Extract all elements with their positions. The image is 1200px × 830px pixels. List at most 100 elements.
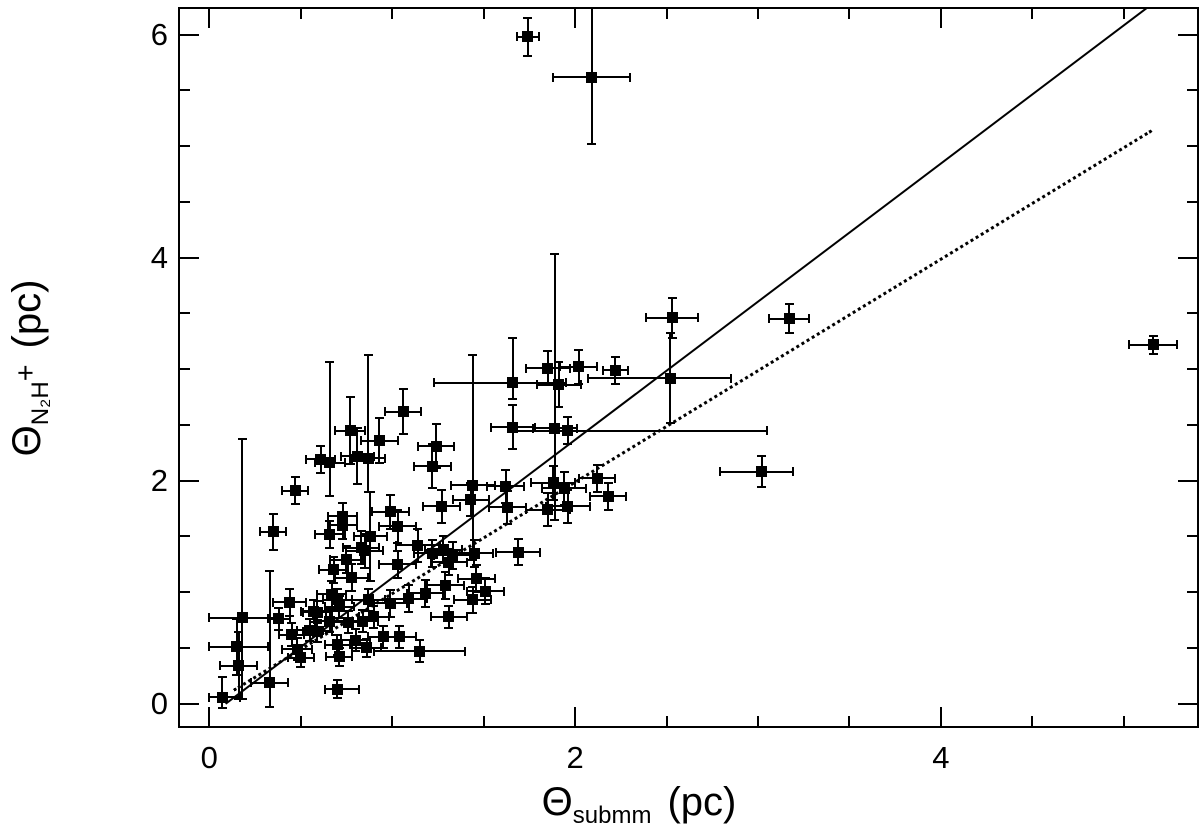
- data-point: [315, 453, 327, 465]
- y-error-cap: [438, 535, 448, 538]
- y-error-cap: [287, 622, 297, 625]
- x-error-cap: [323, 602, 326, 612]
- y-error-cap: [444, 574, 454, 577]
- y-error-cap: [592, 464, 602, 467]
- y-tick: [180, 200, 190, 203]
- y-error-cap: [237, 438, 247, 441]
- y-error-cap: [415, 661, 425, 664]
- x-error-cap: [466, 557, 469, 567]
- x-error-cap: [323, 684, 326, 694]
- y-error-cap: [427, 442, 437, 445]
- data-point: [326, 588, 338, 600]
- x-error-cap: [588, 491, 591, 501]
- y-error-cap: [334, 616, 344, 619]
- x-error-cap: [425, 580, 428, 590]
- x-tick: [208, 707, 211, 726]
- data-point: [231, 641, 243, 653]
- y-error-bar: [511, 337, 514, 400]
- x-error-cap: [577, 473, 580, 483]
- y-axis-title: ΘN₂H+ (pc): [5, 280, 55, 457]
- y-error-cap: [332, 587, 342, 590]
- y-error-cap: [420, 605, 430, 608]
- y-error-cap: [369, 626, 379, 629]
- y-error-cap: [290, 476, 300, 479]
- y-error-cap: [327, 606, 337, 609]
- y-tick: [180, 145, 190, 148]
- x-error-cap: [486, 481, 489, 491]
- y-error-cap: [563, 416, 573, 419]
- y-axis-superscript: +: [9, 364, 42, 382]
- y-error-cap: [325, 495, 335, 498]
- x-error-cap: [416, 441, 419, 451]
- y-error-cap: [413, 527, 423, 530]
- x-error-cap: [453, 441, 456, 451]
- y-error-bar: [328, 362, 331, 497]
- y-tick: [180, 312, 190, 315]
- data-point: [542, 362, 554, 374]
- y-error-cap: [550, 253, 560, 256]
- y-error-cap: [329, 555, 339, 558]
- data-point: [591, 472, 603, 484]
- y-error-cap: [334, 646, 344, 649]
- x-tick: [1031, 716, 1034, 726]
- y-error-cap: [285, 587, 295, 590]
- y-error-cap: [309, 598, 319, 601]
- x-error-cap: [729, 373, 732, 383]
- y-tick-right: [1187, 646, 1197, 649]
- y-error-cap: [466, 481, 476, 484]
- x-tick: [665, 716, 668, 726]
- x-error-cap: [286, 678, 289, 687]
- x-error-cap: [314, 529, 317, 539]
- y-error-cap: [362, 638, 372, 641]
- data-point: [340, 554, 352, 566]
- y-tick: [180, 33, 199, 36]
- x-error-cap: [358, 684, 361, 694]
- x-error-cap: [539, 547, 542, 557]
- y-error-bar: [268, 571, 271, 708]
- y-tick: [180, 89, 190, 92]
- x-error-cap: [522, 481, 525, 491]
- y-tick-right: [1187, 145, 1197, 148]
- data-point: [549, 422, 561, 434]
- x-error-cap: [808, 314, 811, 324]
- x-error-cap: [378, 559, 381, 569]
- data-point: [783, 313, 795, 325]
- x-error-cap: [451, 495, 454, 505]
- y-error-cap: [574, 382, 584, 385]
- y-error-cap: [341, 545, 351, 548]
- y-error-cap: [438, 562, 448, 565]
- y-error-cap: [427, 487, 437, 490]
- x-error-cap: [541, 483, 544, 493]
- x-error-cap: [219, 661, 222, 671]
- x-tick: [391, 716, 394, 726]
- y-error-cap: [757, 455, 767, 458]
- x-error-cap: [385, 531, 388, 541]
- x-error-cap: [533, 422, 536, 432]
- data-point: [357, 615, 369, 627]
- x-error-cap: [239, 692, 242, 702]
- x-error-cap: [442, 588, 445, 598]
- x-tick-top: [574, 9, 577, 28]
- x-tick: [757, 716, 759, 726]
- x-tick-label: 4: [932, 740, 950, 775]
- y-error-cap: [393, 542, 403, 545]
- x-error-cap: [250, 678, 253, 687]
- y-error-cap: [363, 353, 373, 356]
- x-error-cap: [389, 594, 392, 604]
- x-error-cap: [330, 626, 333, 636]
- y-error-cap: [237, 698, 247, 701]
- data-point: [439, 579, 451, 591]
- y-error-cap: [469, 565, 479, 568]
- data-point: [447, 549, 459, 561]
- y-error-cap: [363, 587, 373, 590]
- x-error-cap: [286, 653, 289, 663]
- x-error-cap: [394, 540, 397, 550]
- y-error-cap: [523, 54, 533, 57]
- data-point: [558, 482, 570, 494]
- y-error-cap: [480, 576, 490, 579]
- y-error-cap: [338, 501, 348, 504]
- data-point: [501, 501, 513, 513]
- x-tick-top: [757, 9, 759, 19]
- y-tick-right: [1178, 479, 1197, 482]
- data-point: [512, 546, 524, 558]
